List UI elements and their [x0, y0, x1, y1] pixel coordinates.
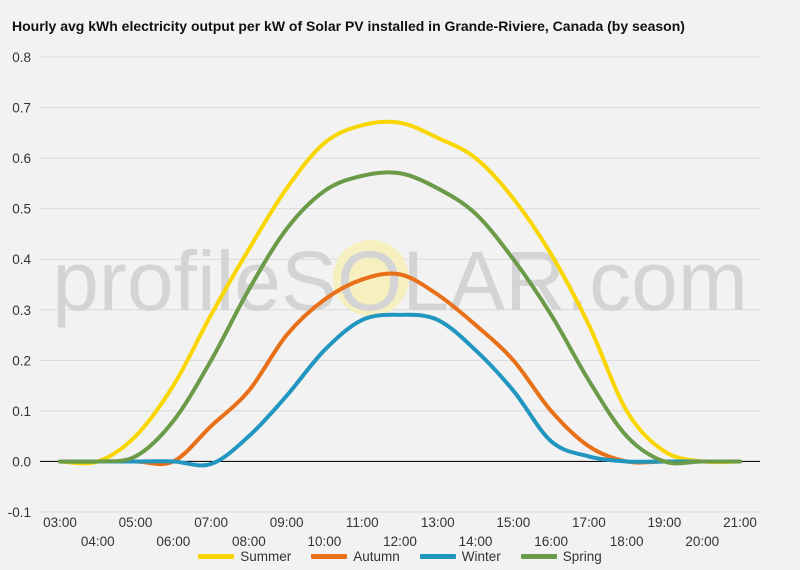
- x-tick-label: 09:00: [270, 515, 304, 530]
- y-axis: 0.8 0.7 0.6 0.5 0.4 0.3 0.2 0.1 0.0 -0.1: [8, 50, 32, 520]
- legend-item-autumn: Autumn: [311, 549, 400, 564]
- legend-label: Summer: [240, 549, 291, 564]
- y-tick-label: -0.1: [8, 505, 31, 520]
- x-tick-label: 06:00: [156, 534, 190, 549]
- x-tick-label: 15:00: [496, 515, 530, 530]
- x-tick-label: 18:00: [610, 534, 644, 549]
- y-tick-label: 0.0: [12, 454, 31, 469]
- x-tick-label: 03:00: [43, 515, 77, 530]
- legend-item-winter: Winter: [420, 549, 501, 564]
- x-tick-label: 16:00: [534, 534, 568, 549]
- legend-item-spring: Spring: [521, 549, 602, 564]
- x-tick-label: 19:00: [648, 515, 682, 530]
- legend-item-summer: Summer: [198, 549, 291, 564]
- legend-swatch: [521, 554, 557, 559]
- x-tick-label: 13:00: [421, 515, 455, 530]
- x-tick-label: 17:00: [572, 515, 606, 530]
- legend-label: Winter: [462, 549, 501, 564]
- y-tick-label: 0.6: [12, 151, 31, 166]
- y-tick-label: 0.4: [12, 252, 31, 267]
- legend-label: Spring: [563, 549, 602, 564]
- x-tick-label: 21:00: [723, 515, 757, 530]
- x-tick-label: 14:00: [459, 534, 493, 549]
- legend-swatch: [198, 554, 234, 559]
- y-tick-label: 0.5: [12, 202, 31, 217]
- x-tick-label: 07:00: [194, 515, 228, 530]
- y-tick-label: 0.8: [12, 50, 31, 65]
- y-tick-label: 0.3: [12, 303, 31, 318]
- y-tick-label: 0.7: [12, 101, 31, 116]
- legend-swatch: [420, 554, 456, 559]
- x-tick-label: 12:00: [383, 534, 417, 549]
- x-tick-label: 04:00: [81, 534, 115, 549]
- x-tick-label: 10:00: [308, 534, 342, 549]
- y-tick-label: 0.1: [12, 404, 31, 419]
- series-line-winter: [60, 315, 740, 466]
- x-tick-label: 11:00: [346, 515, 379, 530]
- x-tick-label: 20:00: [685, 534, 719, 549]
- y-tick-label: 0.2: [12, 353, 31, 368]
- legend: Summer Autumn Winter Spring: [0, 549, 800, 564]
- x-tick-label: 08:00: [232, 534, 266, 549]
- legend-label: Autumn: [353, 549, 400, 564]
- x-tick-label: 05:00: [119, 515, 153, 530]
- legend-swatch: [311, 554, 347, 559]
